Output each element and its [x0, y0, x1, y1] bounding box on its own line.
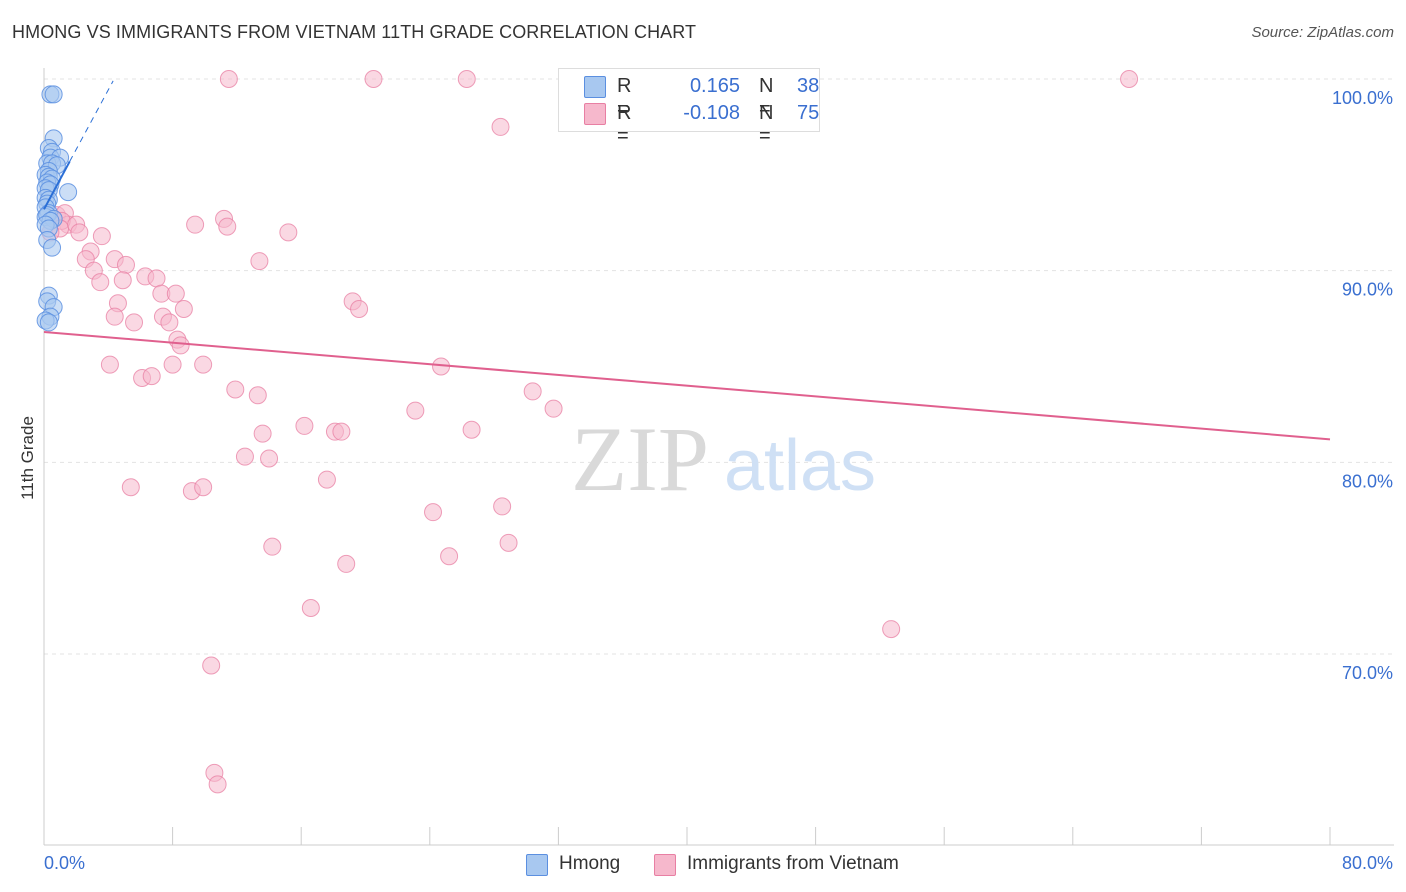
vietnam-point — [186, 215, 205, 234]
chart-title: HMONG VS IMMIGRANTS FROM VIETNAM 11TH GR… — [12, 22, 697, 42]
vietnam-point — [218, 217, 237, 236]
gridlines — [44, 78, 1394, 655]
legend-vietnam-label: Immigrants from Vietnam — [687, 853, 899, 874]
y-tick-label: 70.0% — [1342, 663, 1393, 683]
vietnam-point — [406, 401, 425, 420]
y-tick-label: 100.0% — [1332, 88, 1393, 108]
hmong-point — [44, 85, 63, 104]
vietnam-point — [248, 386, 267, 405]
vietnam-point — [91, 273, 110, 292]
vietnam-point — [125, 313, 144, 332]
vietnam-point — [174, 300, 193, 318]
hmong-point — [43, 238, 62, 257]
vietnam-point — [219, 70, 238, 88]
vietnam-point — [163, 355, 182, 374]
source-label: Source: ZipAtlas.com — [1251, 24, 1394, 41]
vietnam-point — [116, 255, 135, 274]
vietnam-point — [142, 367, 161, 386]
vietnam-point — [1120, 70, 1139, 88]
vietnam-trend-line — [43, 331, 1331, 441]
vietnam-point — [295, 416, 314, 435]
series-legend: Hmong Immigrants from Vietnam — [0, 852, 1406, 878]
hmong-trend-line — [43, 160, 71, 210]
vietnam-point — [171, 336, 190, 355]
vietnam-point — [105, 307, 124, 326]
hmong-point — [39, 313, 58, 332]
hmong-swatch — [584, 76, 606, 98]
vietnam-point — [147, 269, 166, 288]
vietnam-point — [194, 355, 213, 374]
legend-r-value: 0.165 — [689, 75, 740, 97]
watermark-atlas: atlas — [724, 426, 876, 506]
vietnam-point — [332, 422, 351, 441]
vietnam-point — [440, 547, 459, 566]
vietnam-point — [235, 447, 254, 466]
x-tick-label-min: 0.0% — [44, 853, 85, 873]
vietnam-point — [424, 503, 443, 522]
vietnam-point — [208, 775, 227, 794]
legend-r-label: R = — [617, 75, 632, 120]
vietnam-point — [194, 478, 213, 497]
vietnam-point — [263, 537, 282, 556]
vietnam-point — [121, 478, 140, 497]
vietnam-point — [113, 271, 132, 290]
vietnam-point — [350, 300, 369, 318]
legend-n-value: 75 — [797, 102, 820, 124]
vietnam-point — [301, 599, 320, 617]
trend-lines — [43, 80, 1331, 441]
legend-r-label: R = — [617, 102, 632, 147]
vietnam-point — [160, 313, 179, 332]
legend-n-label: N = — [759, 75, 774, 120]
hmong-point — [59, 183, 78, 202]
watermark: ZIP atlas — [571, 408, 876, 510]
watermark-zip: ZIP — [571, 408, 709, 510]
hmong-swatch — [526, 854, 548, 876]
vietnam-swatch — [584, 103, 606, 125]
vietnam-point — [882, 620, 901, 639]
legend-n-value: 38 — [797, 75, 820, 97]
stats-legend: R = 0.165 N = 38 R = -0.108 N = 75 — [558, 68, 820, 147]
y-axis-label: 11th Grade — [18, 416, 37, 500]
vietnam-point — [260, 449, 279, 468]
hmong-trend-extension — [69, 80, 114, 162]
vietnam-point — [70, 223, 89, 242]
vietnam-point — [462, 420, 481, 439]
vietnam-point — [166, 284, 185, 303]
axis-labels: 70.0% 80.0% 90.0% 100.0% 0.0% 80.0% 11th Grade — [18, 88, 1393, 873]
vietnam-point — [499, 533, 518, 552]
vietnam-point — [493, 497, 512, 516]
y-tick-label: 80.0% — [1342, 471, 1393, 491]
vietnam-point — [92, 227, 111, 246]
vietnam-point — [100, 355, 119, 374]
vietnam-point — [250, 252, 269, 271]
vietnam-point — [317, 470, 336, 489]
vietnam-point — [253, 424, 272, 443]
legend-n-label: N = — [759, 102, 774, 147]
vietnam-point — [202, 656, 221, 675]
vietnam-point — [279, 223, 298, 242]
vietnam-point — [226, 380, 245, 399]
vietnam-point — [364, 70, 383, 88]
vietnam-point — [523, 382, 542, 401]
legend-r-value: -0.108 — [683, 102, 740, 124]
vietnam-point — [491, 117, 510, 136]
legend-hmong-label: Hmong — [559, 853, 621, 874]
y-tick-label: 90.0% — [1342, 280, 1393, 300]
vietnam-swatch — [654, 854, 676, 876]
vietnam-point — [544, 399, 563, 418]
vietnam-point — [457, 70, 476, 88]
x-tick-label-max: 80.0% — [1342, 853, 1393, 873]
data-points — [36, 70, 1139, 794]
vietnam-point — [337, 554, 356, 573]
